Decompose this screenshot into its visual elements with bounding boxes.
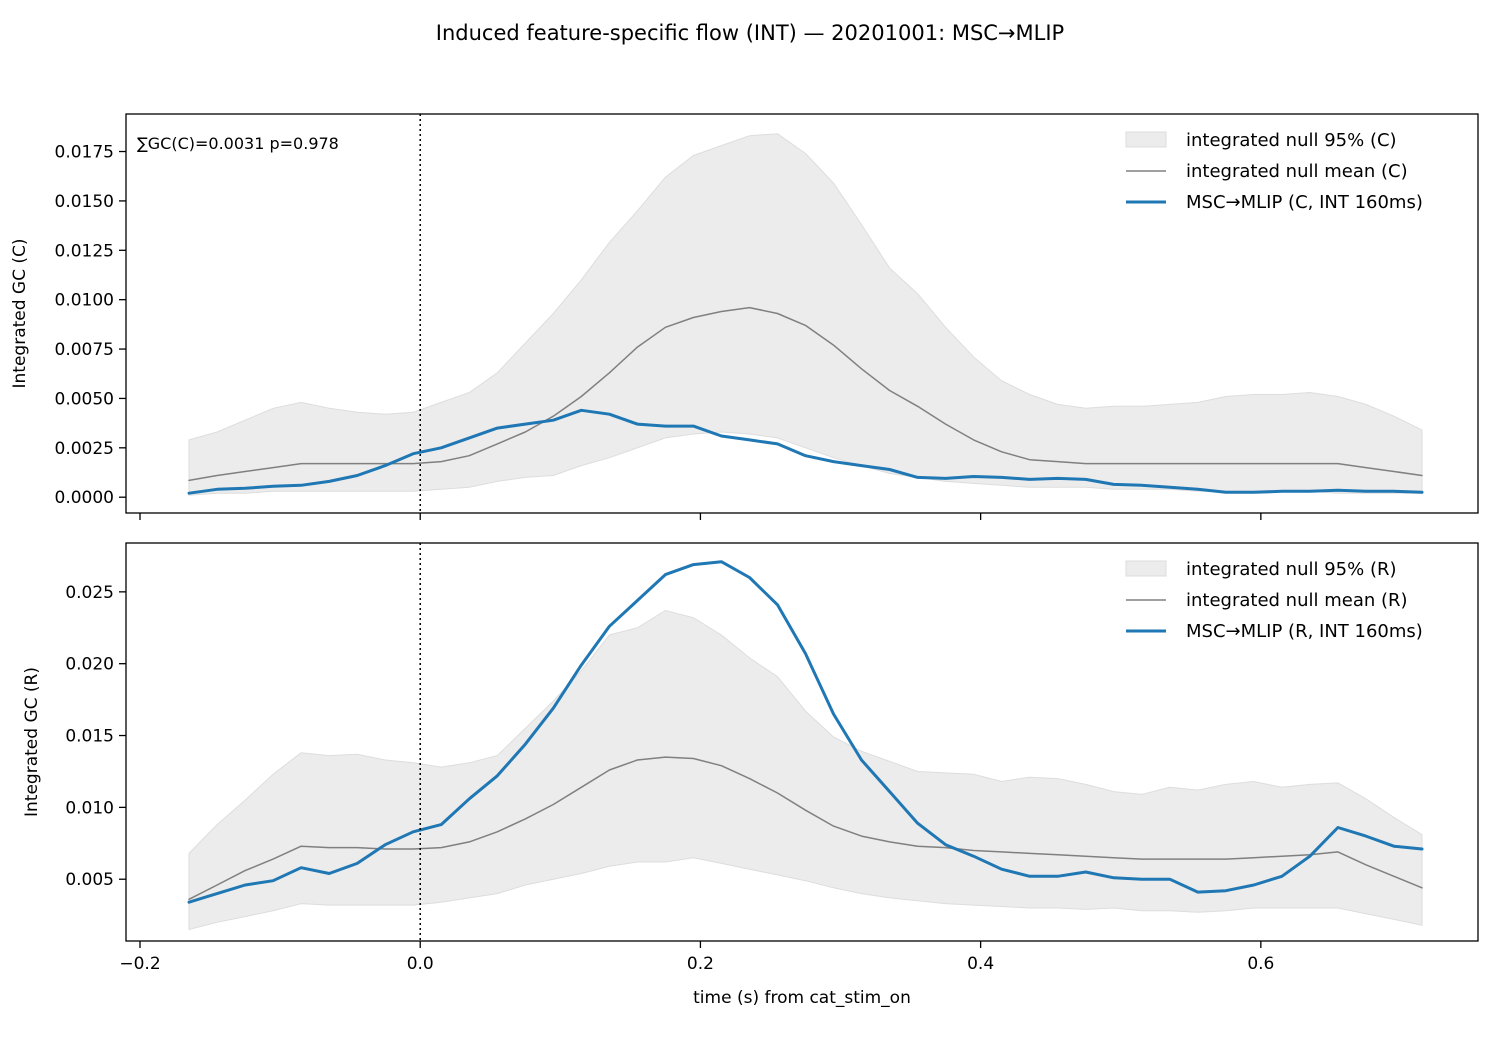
- y-axis-label: Integrated GC (C): [10, 238, 30, 388]
- y-tick-label: 0.0175: [55, 143, 114, 163]
- y-tick-label: 0.005: [65, 870, 114, 890]
- x-tick-label: 0.2: [687, 954, 714, 974]
- legend-entry: integrated null 95% (C): [1186, 130, 1397, 151]
- signal-line: [187, 408, 1424, 495]
- panel-top-c: 0.0000 0.0025 0.0050 0.0075 0.0100 0.0125 0.01…: [10, 113, 1479, 520]
- legend-entry: integrated null mean (R): [1186, 590, 1408, 611]
- null-mean-line: [188, 756, 1423, 901]
- legend-entry: MSC→MLIP (R, INT 160ms): [1186, 621, 1423, 642]
- axes-frame: [125, 542, 1479, 942]
- legend-band-swatch: [1125, 131, 1167, 148]
- stats-annotation: ∑GC(C)=0.0031 p=0.978: [137, 134, 339, 153]
- axes-frame: [125, 113, 1479, 514]
- y-tick-label: 0.0000: [55, 488, 114, 508]
- y-tick-label: 0.0050: [55, 389, 114, 409]
- legend-band-swatch: [1125, 560, 1167, 577]
- y-tick-label: 0.0100: [55, 291, 114, 311]
- y-tick-label: 0.0075: [55, 340, 114, 360]
- y-tick-label: 0.0125: [55, 241, 114, 261]
- y-tick-label: 0.0150: [55, 192, 114, 212]
- y-tick-label: 0.010: [65, 798, 114, 818]
- y-tick-label: 0.020: [65, 655, 114, 675]
- figure-title: Induced feature-specific flow (INT) — 20…: [436, 21, 1064, 45]
- legend-entry: MSC→MLIP (C, INT 160ms): [1186, 192, 1423, 213]
- y-tick-label: 0.015: [65, 727, 114, 747]
- signal-line: [187, 560, 1424, 904]
- y-tick-label: 0.025: [65, 583, 114, 603]
- x-tick-label: −0.2: [119, 954, 160, 974]
- x-tick-label: 0.6: [1247, 954, 1274, 974]
- panel-bottom-r: −0.2 0.0 0.2 0.4 0.6 0.005 0.010 0.015 0.020 0.02…: [22, 542, 1479, 974]
- null-mean-line: [188, 306, 1423, 482]
- x-tick-label: 0.4: [967, 954, 994, 974]
- legend-entry: integrated null mean (C): [1186, 161, 1408, 182]
- plot-area: [187, 543, 1424, 941]
- x-axis-label: time (s) from cat_stim_on: [693, 988, 911, 1008]
- y-axis-label: Integrated GC (R): [22, 667, 42, 817]
- null-95-band: [188, 609, 1423, 931]
- legend-entry: integrated null 95% (R): [1186, 559, 1397, 580]
- y-tick-label: 0.0025: [55, 439, 114, 459]
- plot-area: [187, 114, 1424, 513]
- x-tick-label: 0.0: [407, 954, 434, 974]
- null-95-band: [188, 133, 1423, 496]
